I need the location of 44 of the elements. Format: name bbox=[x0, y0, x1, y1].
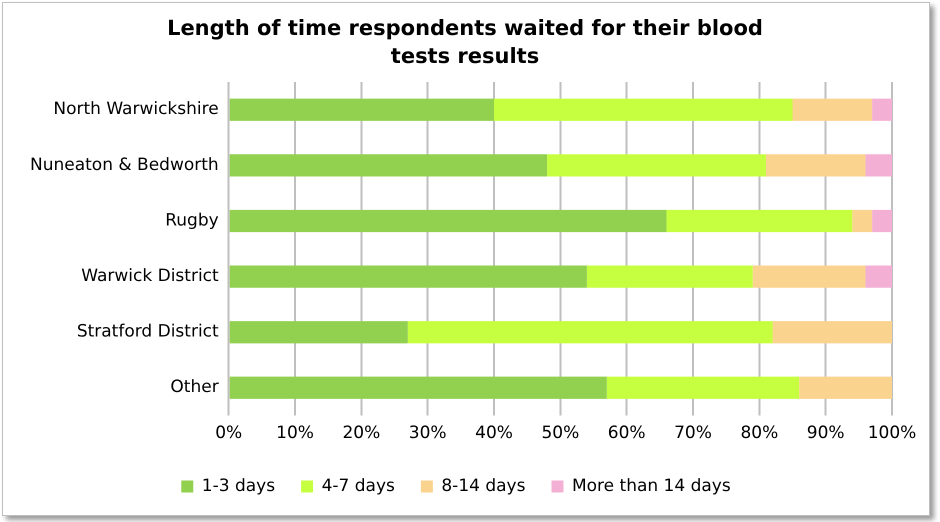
bar bbox=[666, 210, 852, 232]
bar bbox=[792, 98, 872, 121]
x-tick-label: 50% bbox=[541, 423, 580, 444]
legend-label: More than 14 days bbox=[572, 476, 731, 496]
bar bbox=[766, 154, 866, 177]
bar bbox=[230, 265, 587, 288]
y-tick-label: Rugby bbox=[165, 210, 219, 230]
bar bbox=[230, 321, 408, 344]
bar bbox=[547, 154, 766, 177]
bar bbox=[872, 98, 892, 121]
x-tick-label: 40% bbox=[475, 423, 513, 444]
legend-label: 4-7 days bbox=[322, 476, 396, 496]
bar bbox=[799, 376, 892, 399]
chart-title: Length of time respondents waited for their blood tests results bbox=[166, 15, 764, 70]
bar bbox=[494, 98, 793, 121]
bar bbox=[586, 265, 753, 288]
y-tick-label: Other bbox=[170, 377, 219, 398]
bar bbox=[606, 376, 800, 399]
bar bbox=[872, 210, 892, 232]
bar bbox=[408, 321, 773, 344]
x-tick-label: 0% bbox=[215, 423, 242, 444]
y-tick-label: Stratford District bbox=[76, 322, 220, 342]
bar bbox=[230, 210, 666, 232]
bar bbox=[230, 376, 607, 399]
bar bbox=[230, 154, 548, 177]
y-tick-label: North Warwickshire bbox=[53, 99, 219, 120]
bar bbox=[865, 265, 892, 288]
x-tick-label: 70% bbox=[674, 423, 712, 444]
bar bbox=[865, 154, 892, 177]
legend-label: 8-14 days bbox=[441, 476, 526, 496]
x-tick-label: 30% bbox=[408, 423, 447, 444]
bar bbox=[772, 321, 892, 344]
y-tick-label: Warwick District bbox=[81, 266, 220, 286]
bar bbox=[230, 98, 494, 121]
x-tick-label: 80% bbox=[740, 423, 778, 444]
x-tick-label: 10% bbox=[276, 423, 314, 444]
x-tick-label: 100% bbox=[868, 423, 916, 444]
bar bbox=[852, 210, 872, 232]
bar bbox=[752, 265, 866, 288]
x-tick-label: 60% bbox=[608, 423, 646, 444]
legend-label: 1-3 days bbox=[202, 476, 276, 496]
x-tick-label: 20% bbox=[342, 423, 380, 444]
x-tick-label: 90% bbox=[806, 423, 845, 444]
y-tick-label: Nuneaton & Bedworth bbox=[30, 154, 219, 175]
